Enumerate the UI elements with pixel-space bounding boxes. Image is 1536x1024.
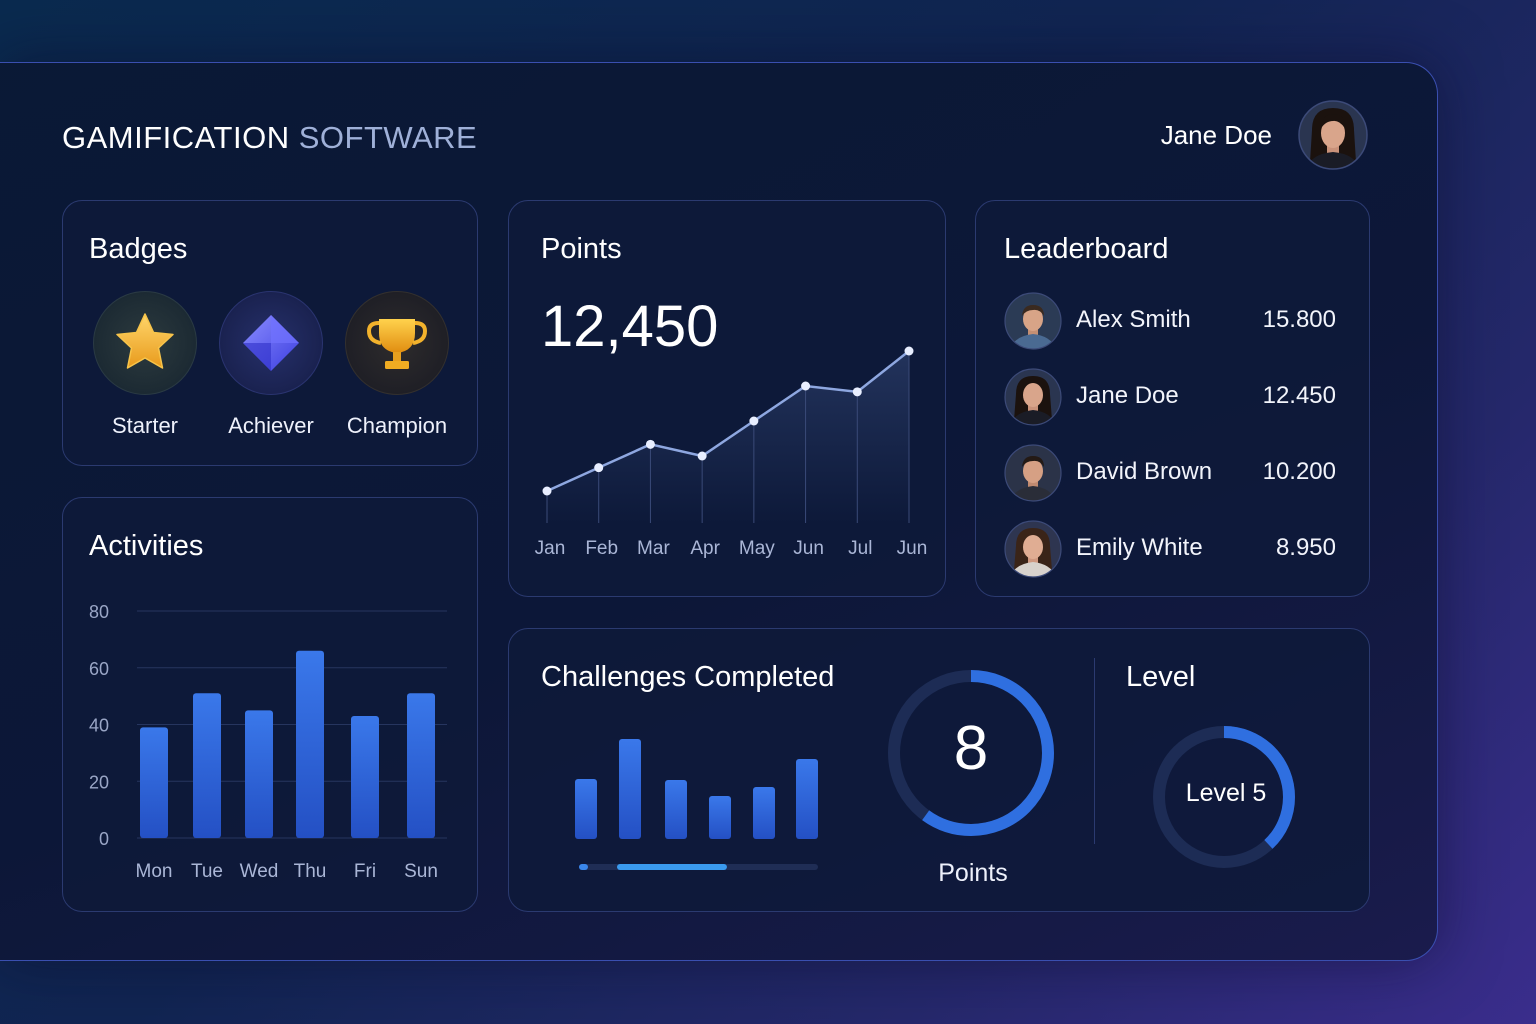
level-ring-fill [1153, 726, 1295, 868]
points-x-tick-label: Feb [585, 538, 618, 559]
app-title-sub: SOFTWARE [298, 120, 478, 155]
leaderboard-name: David Brown [1076, 458, 1213, 485]
badge-starter[interactable]: Starter [85, 291, 205, 439]
activities-x-tick-label: Wed [240, 861, 279, 882]
activities-bar [140, 727, 168, 838]
points-total: 12,450 [541, 294, 719, 359]
points-x-tick-label: Jan [535, 538, 566, 559]
points-series-line [546, 350, 910, 493]
leaderboard-row[interactable]: Jane Doe 12.450 [1004, 368, 1340, 428]
challenges-ring-fill [888, 670, 1054, 836]
badge-champion[interactable]: Champion [337, 291, 457, 439]
leaderboard-score: 8.950 [1275, 534, 1336, 561]
activities-bar [296, 650, 324, 838]
activities-x-tick-label: Tue [191, 861, 223, 882]
challenges-count-label: Points [938, 859, 1008, 887]
leaderboard-score: 12.450 [1262, 382, 1336, 409]
leaderboard-row[interactable]: Emily White 8.950 [1004, 520, 1340, 580]
badges-title: Badges [89, 233, 188, 265]
points-area [547, 351, 909, 523]
challenges-bar [619, 739, 641, 839]
leaderboard-score: 10.200 [1262, 458, 1336, 485]
points-data-point [904, 346, 914, 356]
points-x-tick-label: Jun [793, 538, 824, 559]
leaderboard-card: Leaderboard Alex Smith 15.800 [975, 200, 1370, 597]
user-avatar-icon [1004, 444, 1062, 502]
activities-y-tick-label: 80 [89, 602, 109, 622]
points-x-tick-label: Mar [637, 538, 670, 559]
points-title: Points [541, 233, 622, 265]
leaderboard-score: 15.800 [1262, 306, 1336, 333]
points-data-point [852, 387, 862, 397]
user-name[interactable]: Jane Doe [1160, 120, 1272, 150]
challenges-bar [575, 779, 597, 839]
challenges-card: Challenges Completed Level 8 Points Leve… [508, 628, 1370, 912]
activities-title: Activities [89, 530, 204, 562]
challenges-progress-fill [617, 864, 727, 870]
badge-achiever[interactable]: Achiever [211, 291, 331, 439]
leaderboard-name: Alex Smith [1076, 306, 1191, 333]
user-avatar-icon [1004, 368, 1062, 426]
activities-bar-chart: 0 20 40 60 80 Mon Tue Wed Thu Fri Sun [89, 602, 447, 882]
activities-y-tick-label: 20 [89, 772, 109, 792]
card-divider [1094, 658, 1095, 844]
badge-label: Starter [111, 413, 179, 438]
leaderboard-title: Leaderboard [1004, 233, 1169, 265]
activities-y-tick-label: 0 [99, 829, 109, 849]
activities-x-tick-label: Mon [136, 861, 173, 882]
user-avatar-icon[interactable] [1298, 100, 1368, 170]
challenges-count: 8 [953, 714, 989, 783]
challenges-progress-start [579, 864, 588, 870]
points-x-tick-label: May [739, 538, 775, 559]
challenges-bar [665, 780, 687, 839]
points-data-point [801, 381, 811, 391]
leaderboard-name: Emily White [1076, 534, 1203, 561]
leaderboard-name: Jane Doe [1076, 382, 1179, 409]
points-x-tick-label: Apr [690, 538, 720, 559]
activities-y-tick-label: 60 [89, 659, 109, 679]
activities-bar [245, 710, 273, 838]
leaderboard-row[interactable]: David Brown 10.200 [1004, 444, 1340, 504]
app-title-main: GAMIFICATION [62, 120, 290, 155]
challenges-bar-chart [575, 670, 1295, 870]
activities-card: Activities 0 20 40 60 80 Mon Tue Wed Thu Fri Sun [62, 497, 478, 912]
points-line-chart: Jan Feb Mar Apr May Jun Jul Jun [535, 346, 928, 559]
trophy-icon [366, 319, 428, 369]
level-title: Level [1126, 661, 1196, 693]
activities-bar [193, 693, 221, 838]
diamond-icon [243, 315, 299, 371]
level-label: Level 5 [1185, 779, 1267, 807]
badges-card: Badges Starter Achiever [62, 200, 478, 466]
badge-label: Champion [346, 413, 448, 438]
points-data-point [749, 416, 759, 426]
activities-x-tick-label: Thu [294, 861, 327, 882]
challenges-bar [709, 796, 731, 839]
points-data-point [542, 486, 552, 496]
activities-x-tick-label: Fri [354, 861, 376, 882]
leaderboard-row[interactable]: Alex Smith 15.800 [1004, 292, 1340, 352]
points-x-tick-label: Jun [897, 538, 928, 559]
user-avatar-icon [1004, 520, 1062, 578]
points-data-point [645, 439, 655, 449]
user-avatar-icon [1004, 292, 1062, 350]
challenges-title: Challenges Completed [541, 661, 835, 693]
activities-bar [351, 715, 379, 838]
activities-bar [407, 693, 435, 838]
badge-label: Achiever [228, 413, 314, 438]
app-title: GAMIFICATION SOFTWARE [62, 120, 477, 156]
activities-x-tick-label: Sun [404, 861, 438, 882]
challenges-bar [753, 787, 775, 839]
challenges-bar [796, 759, 818, 839]
star-icon [116, 313, 174, 369]
points-data-point [697, 451, 707, 461]
points-data-point [594, 463, 604, 473]
points-x-tick-label: Jul [848, 538, 872, 559]
activities-y-tick-label: 40 [89, 716, 109, 736]
points-card: Points 12,450 Jan Feb Mar Apr May Jun Jul Jun [508, 200, 946, 597]
